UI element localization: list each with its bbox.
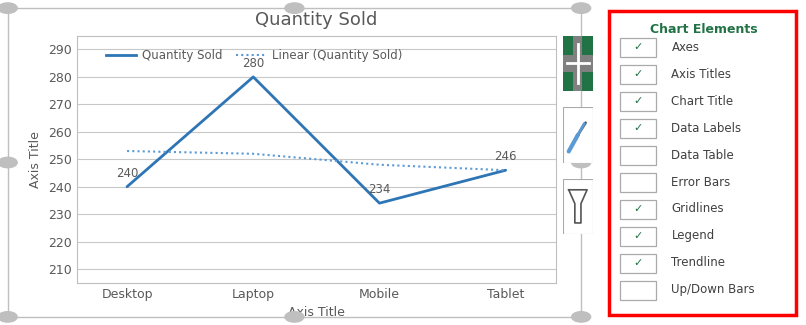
Circle shape [285, 3, 304, 13]
Text: Gridlines: Gridlines [671, 202, 724, 215]
Text: Axes: Axes [671, 41, 700, 54]
Text: Data Labels: Data Labels [671, 122, 742, 135]
X-axis label: Axis Title: Axis Title [288, 306, 345, 319]
Text: ✓: ✓ [634, 204, 643, 214]
Text: Up/Down Bars: Up/Down Bars [671, 283, 755, 296]
Text: ✓: ✓ [634, 42, 643, 52]
Text: ✓: ✓ [634, 69, 643, 79]
Bar [583, 72, 593, 91]
Circle shape [0, 3, 17, 13]
Text: Trendline: Trendline [671, 256, 725, 269]
Text: ✓: ✓ [634, 258, 643, 267]
FancyBboxPatch shape [620, 173, 656, 192]
Text: ✓: ✓ [634, 123, 643, 133]
Circle shape [0, 157, 17, 168]
Bar [563, 36, 573, 55]
Circle shape [571, 157, 591, 168]
Bar [563, 72, 573, 91]
FancyBboxPatch shape [609, 11, 796, 315]
FancyBboxPatch shape [563, 36, 593, 91]
Circle shape [0, 312, 17, 322]
FancyBboxPatch shape [620, 38, 656, 57]
Circle shape [571, 312, 591, 322]
FancyBboxPatch shape [563, 107, 593, 162]
Title: Quantity Sold: Quantity Sold [256, 11, 377, 29]
FancyBboxPatch shape [620, 119, 656, 138]
Text: Chart Elements: Chart Elements [650, 23, 758, 36]
Bar [583, 36, 593, 55]
Text: Axis Titles: Axis Titles [671, 68, 731, 81]
Circle shape [571, 3, 591, 13]
Text: Data Table: Data Table [671, 149, 734, 162]
Text: Chart Title: Chart Title [671, 95, 733, 108]
Text: Error Bars: Error Bars [671, 176, 731, 188]
Text: ✓: ✓ [634, 231, 643, 240]
FancyBboxPatch shape [620, 227, 656, 246]
FancyBboxPatch shape [620, 254, 656, 273]
FancyBboxPatch shape [563, 179, 593, 234]
Text: 240: 240 [116, 167, 139, 180]
Text: Legend: Legend [671, 229, 715, 242]
Text: ✓: ✓ [634, 96, 643, 106]
FancyBboxPatch shape [620, 92, 656, 111]
Circle shape [285, 312, 304, 322]
Legend: Quantity Sold, Linear (Quantity Sold): Quantity Sold, Linear (Quantity Sold) [102, 44, 407, 67]
Text: 280: 280 [242, 57, 264, 70]
FancyBboxPatch shape [620, 146, 656, 165]
FancyBboxPatch shape [620, 281, 656, 300]
Text: 246: 246 [494, 150, 517, 163]
FancyBboxPatch shape [620, 65, 656, 84]
Y-axis label: Axis Title: Axis Title [29, 131, 42, 188]
FancyBboxPatch shape [620, 200, 656, 219]
Text: 234: 234 [368, 183, 391, 196]
